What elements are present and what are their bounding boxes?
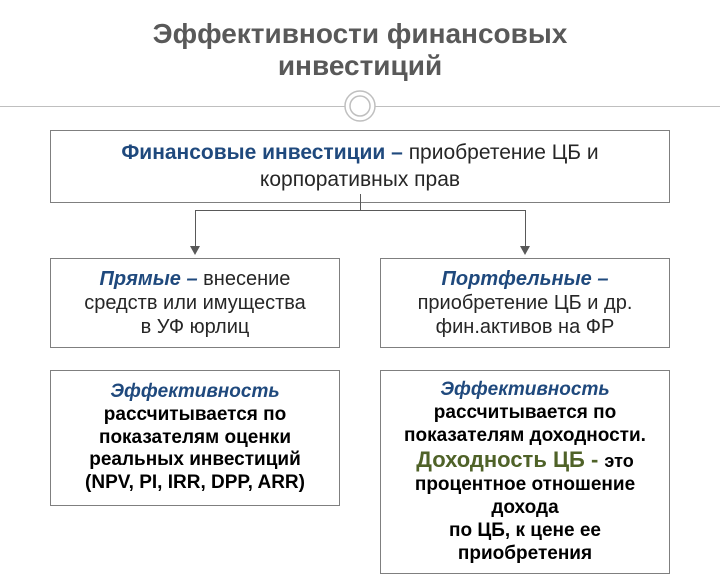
slide-canvas: Эффективности финансовых инвестиций Фина… [0,0,720,540]
right-effect-term-2: Доходность ЦБ - [416,447,604,472]
slide-title: Эффективности финансовых инвестиций [0,0,720,90]
right-effect-text-2: показателям доходности. [404,425,646,446]
right-effect-term: Эффективность [440,379,609,400]
connector-bar [195,210,525,211]
connector-left [195,210,196,248]
left-effect-text-2: показателям оценки [99,427,291,448]
left-effect-box: Эффективность рассчитывается по показате… [50,370,340,506]
left-type-text-2: средств или имущества [84,292,306,314]
title-line-1: Эффективности финансовых [153,18,568,49]
right-effect-text-3: это [604,451,633,471]
arrow-right-icon [520,246,530,255]
left-type-term: Прямые – [100,268,204,290]
left-type-text-1: внесение [203,268,290,290]
definition-text-2: корпоративных прав [260,168,460,191]
title-line-2: инвестиций [278,50,442,81]
connector-stem [360,194,361,210]
right-effect-text-1: рассчитывается по [434,402,616,423]
right-type-text-2: фин.активов на ФР [436,316,615,338]
right-type-text-1: приобретение ЦБ и др. [418,292,633,314]
left-effect-text-1: рассчитывается по [104,404,286,425]
left-type-text-3: в УФ юрлиц [141,316,250,338]
definition-text-1: приобретение ЦБ и [409,141,599,164]
left-type-box: Прямые – внесение средств или имущества … [50,258,340,348]
left-effect-term: Эффективность [110,381,279,402]
connector-right [525,210,526,248]
left-effect-text-4: (NPV, PI, IRR, DPP, ARR) [85,472,305,493]
right-effect-text-4: процентное отношение дохода [415,474,635,518]
right-type-term: Портфельные – [442,268,609,290]
circle-ornament-icon [342,88,378,124]
left-effect-text-3: реальных инвестиций [89,449,301,470]
arrow-left-icon [190,246,200,255]
definition-box: Финансовые инвестиции – приобретение ЦБ … [50,130,670,203]
right-effect-text-5: по ЦБ, к цене ее приобретения [449,520,601,564]
definition-term: Финансовые инвестиции – [121,141,408,164]
right-type-box: Портфельные – приобретение ЦБ и др. фин.… [380,258,670,348]
right-effect-box: Эффективность рассчитывается по показате… [380,370,670,574]
